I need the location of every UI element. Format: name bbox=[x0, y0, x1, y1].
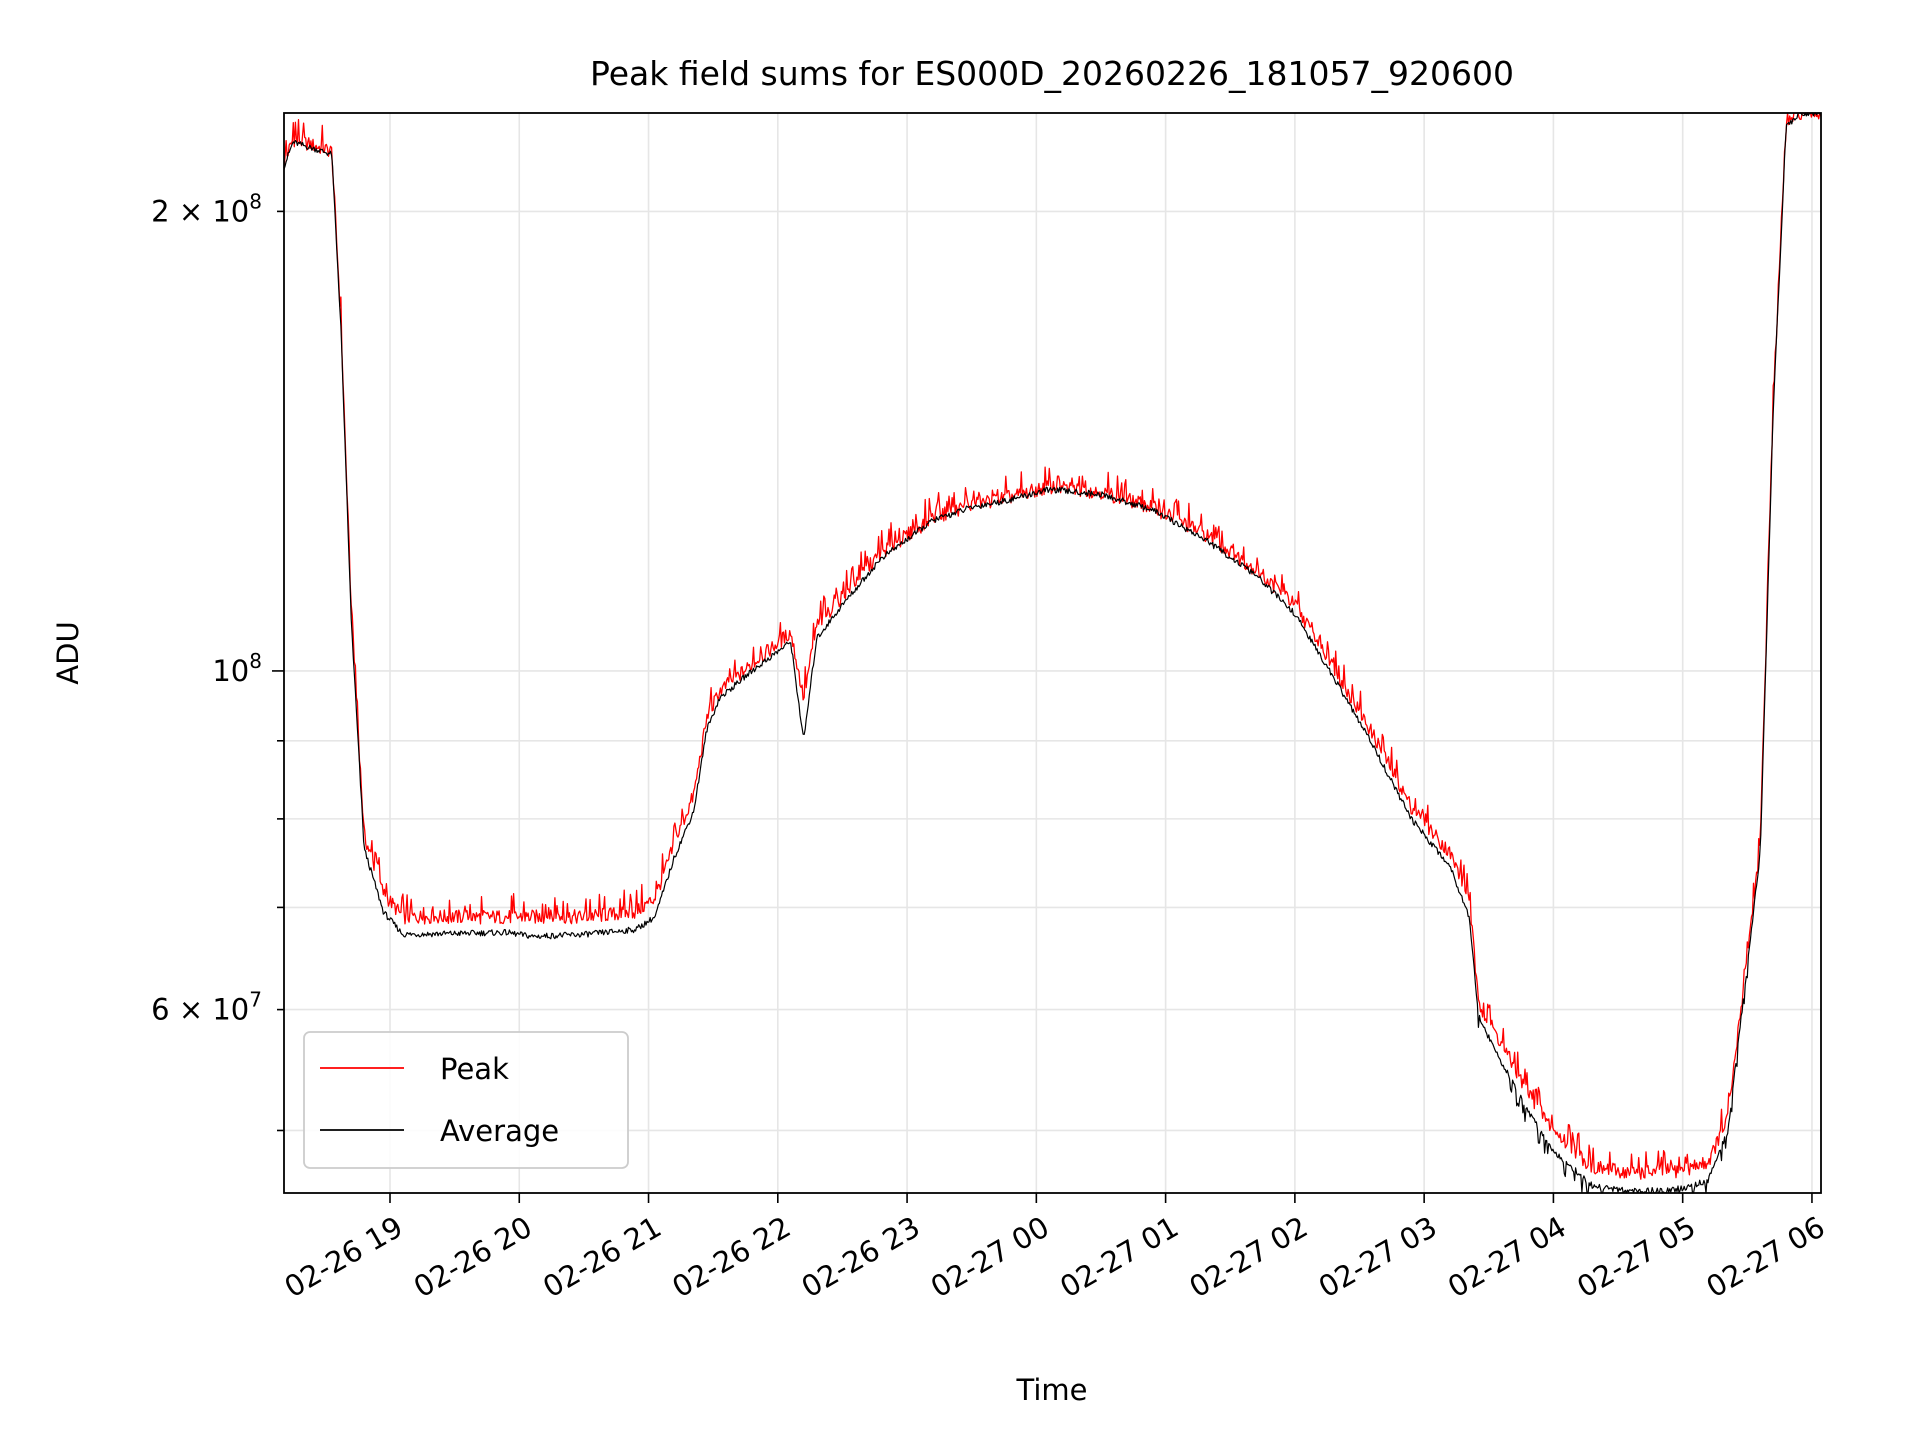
y-tick-mantissa: 2 bbox=[151, 194, 169, 228]
series-layer bbox=[283, 112, 1822, 1194]
legend-label-peak: Peak bbox=[440, 1052, 509, 1086]
y-tick-label: 2 × 108 bbox=[151, 189, 262, 228]
y-tick-exponent: 8 bbox=[249, 189, 262, 213]
y-tick-times: × 10 bbox=[170, 993, 250, 1027]
x-axis-label: Time bbox=[1016, 1373, 1088, 1407]
grid bbox=[284, 113, 1821, 1193]
y-tick-times: × 10 bbox=[170, 194, 250, 228]
y-tick-label: 6 × 107 bbox=[151, 988, 262, 1027]
series-line-peak bbox=[283, 112, 1822, 1180]
y-tick-exponent: 7 bbox=[249, 988, 262, 1012]
y-tick-label: 108 bbox=[212, 649, 262, 688]
legend: Peak Average bbox=[303, 1031, 629, 1169]
legend-box bbox=[303, 1031, 629, 1169]
chart-title: Peak field sums for ES000D_20260226_1810… bbox=[590, 54, 1514, 93]
y-axis-label: ADU bbox=[51, 621, 85, 684]
y-tick-exponent: 8 bbox=[249, 649, 262, 673]
series-line-average bbox=[283, 112, 1822, 1194]
y-tick-mantissa: 6 bbox=[151, 993, 169, 1027]
y-tick-base: 10 bbox=[212, 654, 249, 688]
plot-frame bbox=[283, 112, 1822, 1194]
legend-label-average: Average bbox=[440, 1114, 559, 1148]
